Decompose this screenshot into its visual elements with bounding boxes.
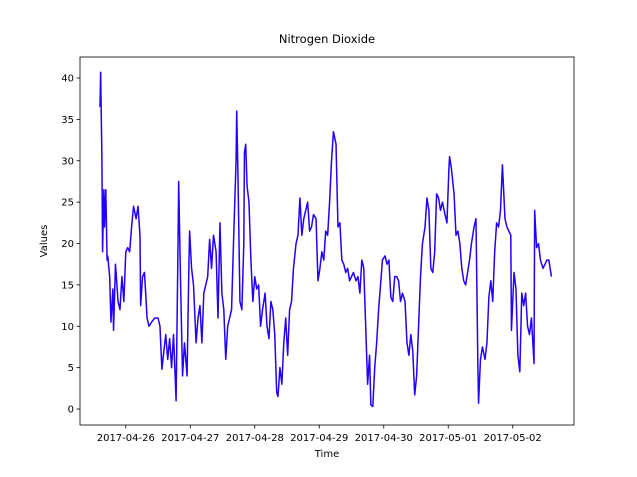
y-tick-label: 5 <box>68 363 74 374</box>
y-tick-label: 20 <box>61 239 74 250</box>
x-axis-label: Time <box>314 449 339 460</box>
y-axis-label: Values <box>39 225 50 258</box>
x-tick-label: 2017-04-27 <box>161 433 219 444</box>
y-tick-label: 0 <box>68 405 74 416</box>
data-line <box>99 71 553 408</box>
y-tick-label: 40 <box>61 74 74 85</box>
y-tick-label: 35 <box>61 115 74 126</box>
y-tick-label: 25 <box>61 198 74 209</box>
y-tick-label: 15 <box>61 280 74 291</box>
y-tick-label: 10 <box>61 322 74 333</box>
x-tick-label: 2017-04-30 <box>355 433 413 444</box>
plot-frame <box>79 56 575 426</box>
x-tick-label: 2017-04-26 <box>97 433 155 444</box>
chart-title: Nitrogen Dioxide <box>279 32 375 46</box>
x-tick-label: 2017-04-28 <box>226 433 284 444</box>
x-tick-label: 2017-05-02 <box>484 433 542 444</box>
x-tick-label: 2017-05-01 <box>419 433 477 444</box>
y-tick-label: 30 <box>61 156 74 167</box>
x-tick-label: 2017-04-29 <box>290 433 348 444</box>
